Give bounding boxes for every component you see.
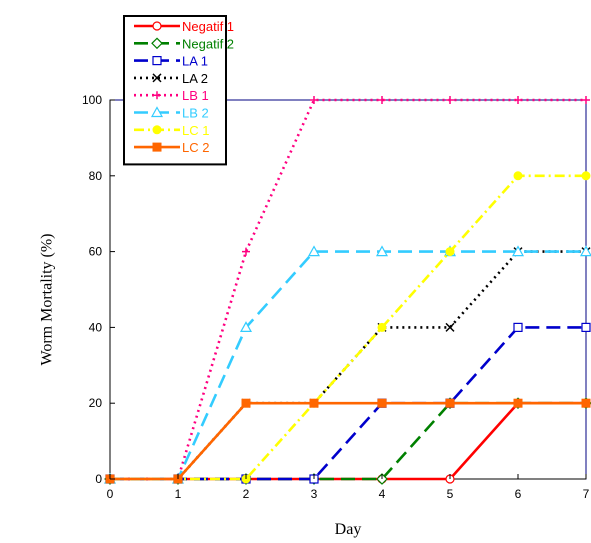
x-tick-label: 4: [379, 487, 386, 501]
legend-item: LC 2: [134, 140, 209, 155]
data-point: [445, 398, 455, 408]
data-point: [446, 96, 454, 104]
data-point: [579, 245, 591, 257]
legend-swatch-marker: [150, 106, 164, 118]
data-point: [582, 96, 590, 104]
data-point: [445, 247, 455, 257]
legend-item: LA 1: [134, 54, 208, 69]
legend-item: Negatif 1: [134, 19, 234, 34]
legend-label: LB 1: [182, 88, 209, 103]
legend-label: LC 2: [182, 140, 209, 155]
x-axis-label: Day: [335, 521, 362, 538]
data-point: [513, 171, 523, 181]
data-point: [377, 322, 387, 332]
x-tick-label: 0: [107, 487, 114, 501]
legend: Negatif 1 Negatif 2 LA 1 LA 2 LB 1 LB 2 LC 1 LC…: [123, 15, 234, 166]
series-line: [110, 401, 586, 481]
data-point: [375, 245, 389, 257]
x-tick-label: 7: [583, 487, 590, 501]
data-point: [307, 245, 321, 257]
legend-item: LC 1: [134, 123, 209, 138]
data-point: [309, 398, 319, 408]
data-point: [581, 322, 591, 332]
legend-swatch-marker: [152, 55, 162, 66]
legend-swatch-marker: [152, 73, 162, 83]
data-point: [445, 322, 455, 332]
legend-swatch-marker: [152, 142, 162, 152]
x-tick-label: 5: [447, 487, 454, 501]
legend-label: LB 2: [182, 106, 209, 121]
legend-swatch-marker: [153, 91, 161, 100]
x-tick-label: 6: [515, 487, 522, 501]
legend-item: Negatif 2: [134, 36, 234, 51]
data-point: [239, 321, 253, 332]
legend-item: LB 1: [134, 88, 209, 103]
data-point: [514, 96, 522, 104]
series-line: [110, 250, 586, 481]
series-line: [110, 174, 586, 481]
y-tick-label: 20: [89, 396, 103, 410]
legend-label: LA 1: [182, 54, 208, 69]
data-point: [242, 247, 250, 256]
y-tick-label: 0: [95, 472, 102, 486]
legend-swatch-marker: [152, 21, 162, 31]
legend-label: LC 1: [182, 123, 209, 138]
data-point: [378, 96, 386, 104]
data-point: [511, 245, 525, 257]
legend-item: LA 2: [134, 71, 208, 86]
y-tick-label: 80: [89, 169, 103, 183]
legend-box: [123, 15, 227, 166]
y-tick-label: 100: [82, 93, 102, 107]
data-point: [581, 398, 591, 408]
x-tick-label: 2: [243, 487, 250, 501]
x-tick-label: 3: [311, 487, 318, 501]
series-line: [110, 98, 586, 481]
y-tick-label: 60: [89, 245, 103, 259]
data-point: [513, 398, 523, 408]
legend-label: Negatif 2: [182, 36, 234, 51]
data-point: [241, 398, 251, 408]
legend-label: Negatif 1: [182, 19, 234, 34]
data-point: [310, 96, 318, 104]
series-line: [110, 326, 586, 481]
data-point: [513, 322, 523, 332]
legend-label: LA 2: [182, 71, 208, 86]
x-tick-label: 1: [175, 487, 182, 501]
data-point: [581, 171, 591, 181]
y-tick-label: 40: [89, 320, 103, 334]
legend-swatch-marker: [151, 37, 163, 50]
legend-swatch-marker: [152, 125, 162, 135]
data-point: [377, 398, 387, 408]
legend-item: LB 2: [134, 106, 209, 121]
y-axis-label: Worm Mortality (%): [39, 233, 56, 365]
